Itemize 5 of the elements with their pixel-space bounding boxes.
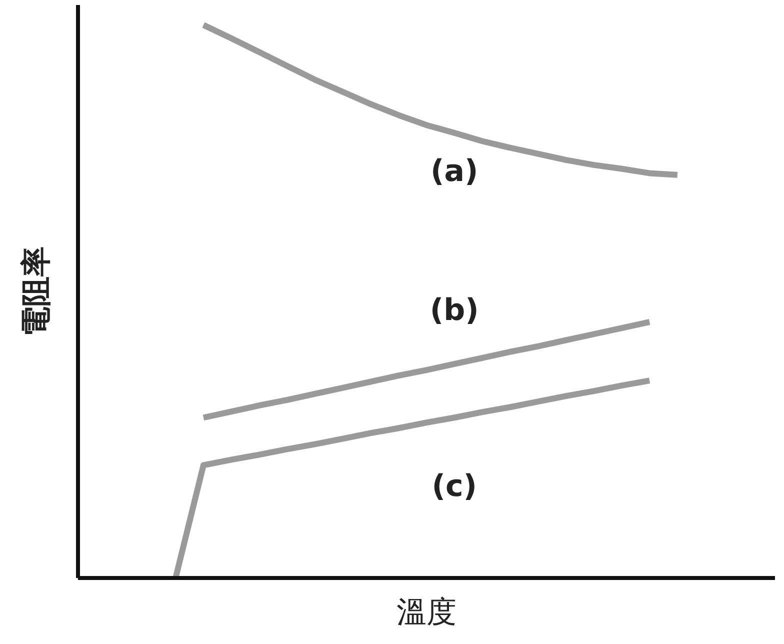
annotation: (a) (430, 154, 478, 190)
annotation: (b) (430, 293, 479, 328)
y-axis-title: 電阻率 (19, 246, 54, 336)
x-axis-title: 溫度 (396, 595, 456, 630)
annotation: (c) (432, 468, 477, 504)
